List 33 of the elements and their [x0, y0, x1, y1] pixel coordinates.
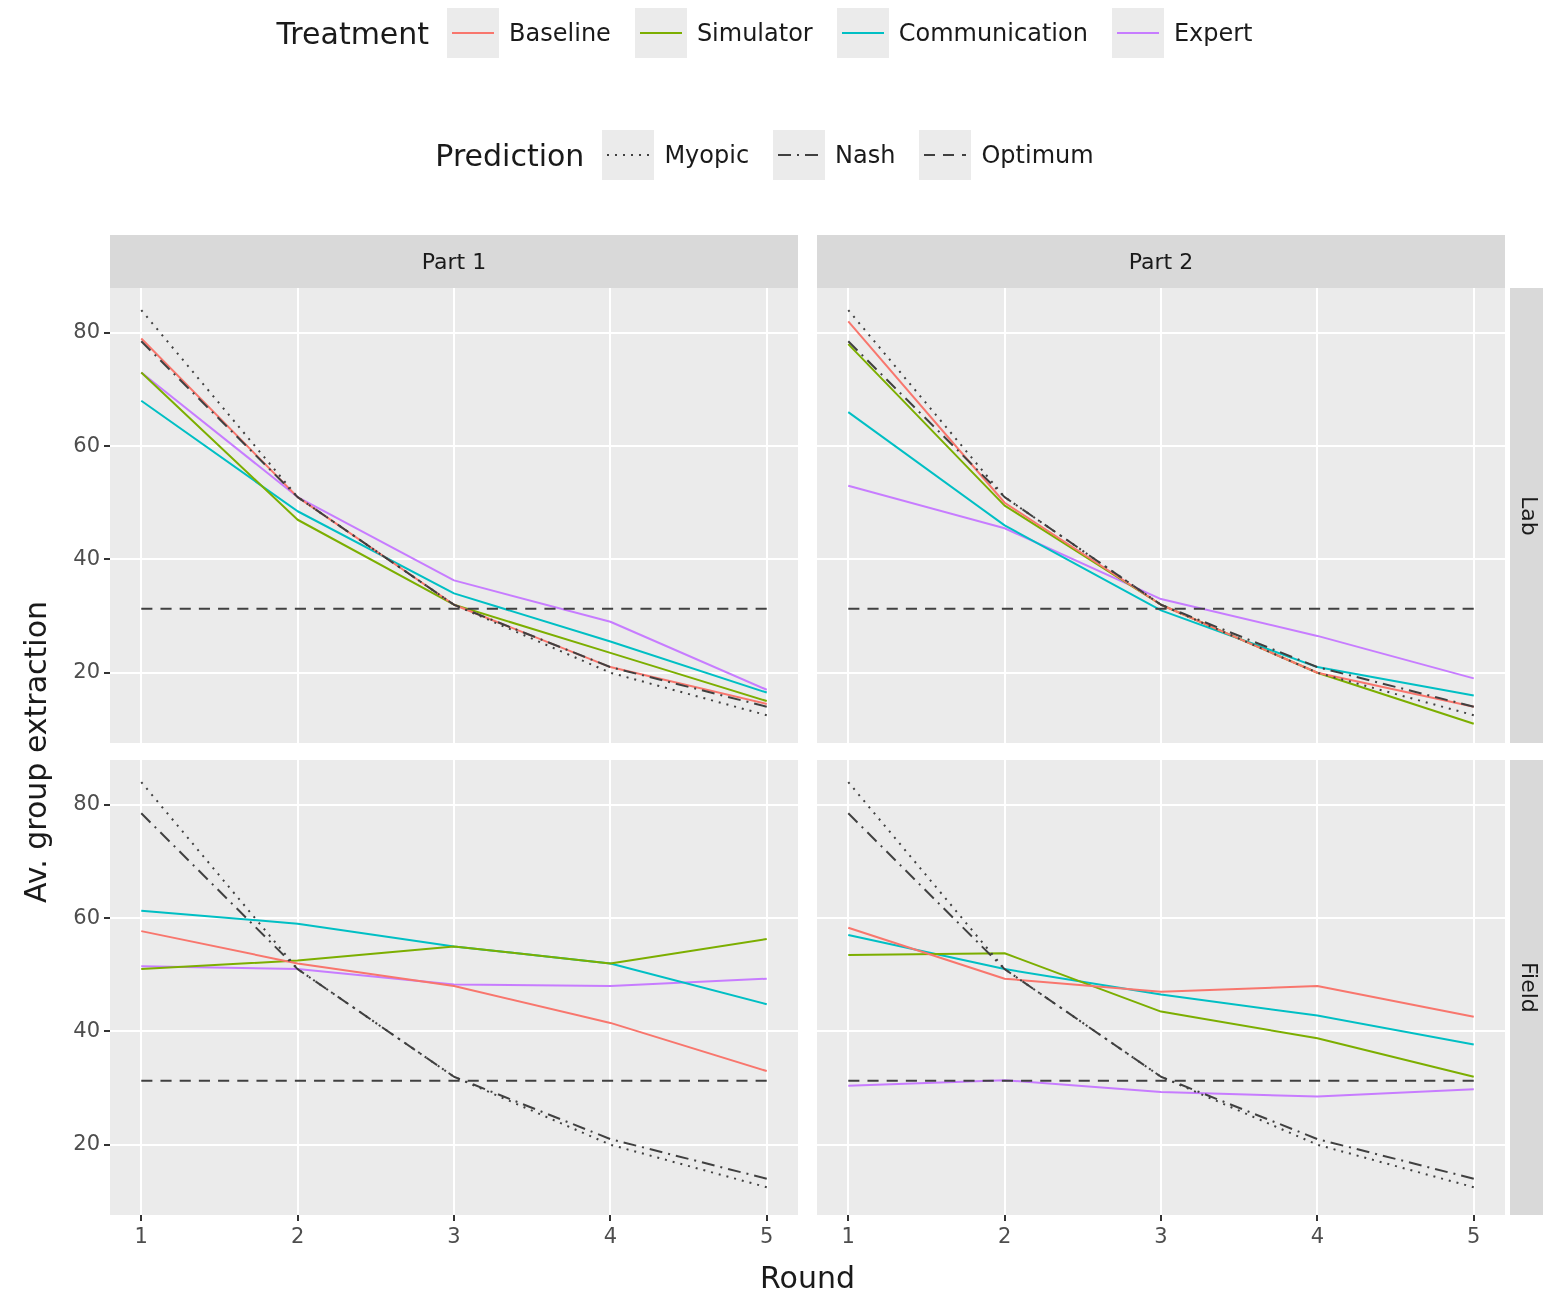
y-tick-label: 40	[73, 1017, 100, 1042]
x-tick-label: 5	[1467, 1224, 1481, 1249]
x-tick-label: 2	[997, 1224, 1012, 1249]
y-axis-title: Av. group extraction	[18, 599, 53, 905]
x-tick-label: 3	[447, 1224, 461, 1249]
y-tick-label: 40	[73, 545, 100, 570]
x-tick-label: 1	[841, 1224, 855, 1249]
legend-label: Baseline	[509, 19, 611, 47]
text: Prediction	[435, 137, 585, 173]
x-tick-label: 1	[134, 1224, 148, 1249]
x-axis-title: Round	[759, 1260, 856, 1295]
chart-title: Part 1	[110, 235, 798, 288]
chart-title: Part 2	[817, 235, 1505, 288]
x-tick-label: 4	[1310, 1224, 1325, 1249]
x-tick-label: 3	[1154, 1224, 1168, 1249]
legend-title: Treatment	[276, 15, 430, 51]
legend-label: Optimum	[981, 141, 1094, 169]
legend-label: Myopic	[664, 141, 750, 169]
legend-label: Simulator	[696, 19, 813, 47]
x-tick-label: 2	[290, 1224, 305, 1249]
y-tick-label: 80	[73, 791, 100, 816]
y-tick-label: 60	[73, 432, 100, 457]
y2-axis-title: Field	[1510, 760, 1543, 1215]
y-tick-label: 20	[73, 659, 100, 684]
x-tick-label: 5	[760, 1224, 774, 1249]
legend-label: Expert	[1173, 19, 1253, 47]
y-tick-label: 80	[73, 319, 100, 344]
legend-label: Communication	[898, 19, 1088, 47]
y-tick-label: 60	[73, 904, 100, 929]
x-tick-label: 4	[603, 1224, 618, 1249]
y2-axis-title: Lab	[1510, 288, 1543, 743]
y-tick-label: 20	[73, 1131, 100, 1156]
legend-label: Nash	[835, 141, 896, 169]
